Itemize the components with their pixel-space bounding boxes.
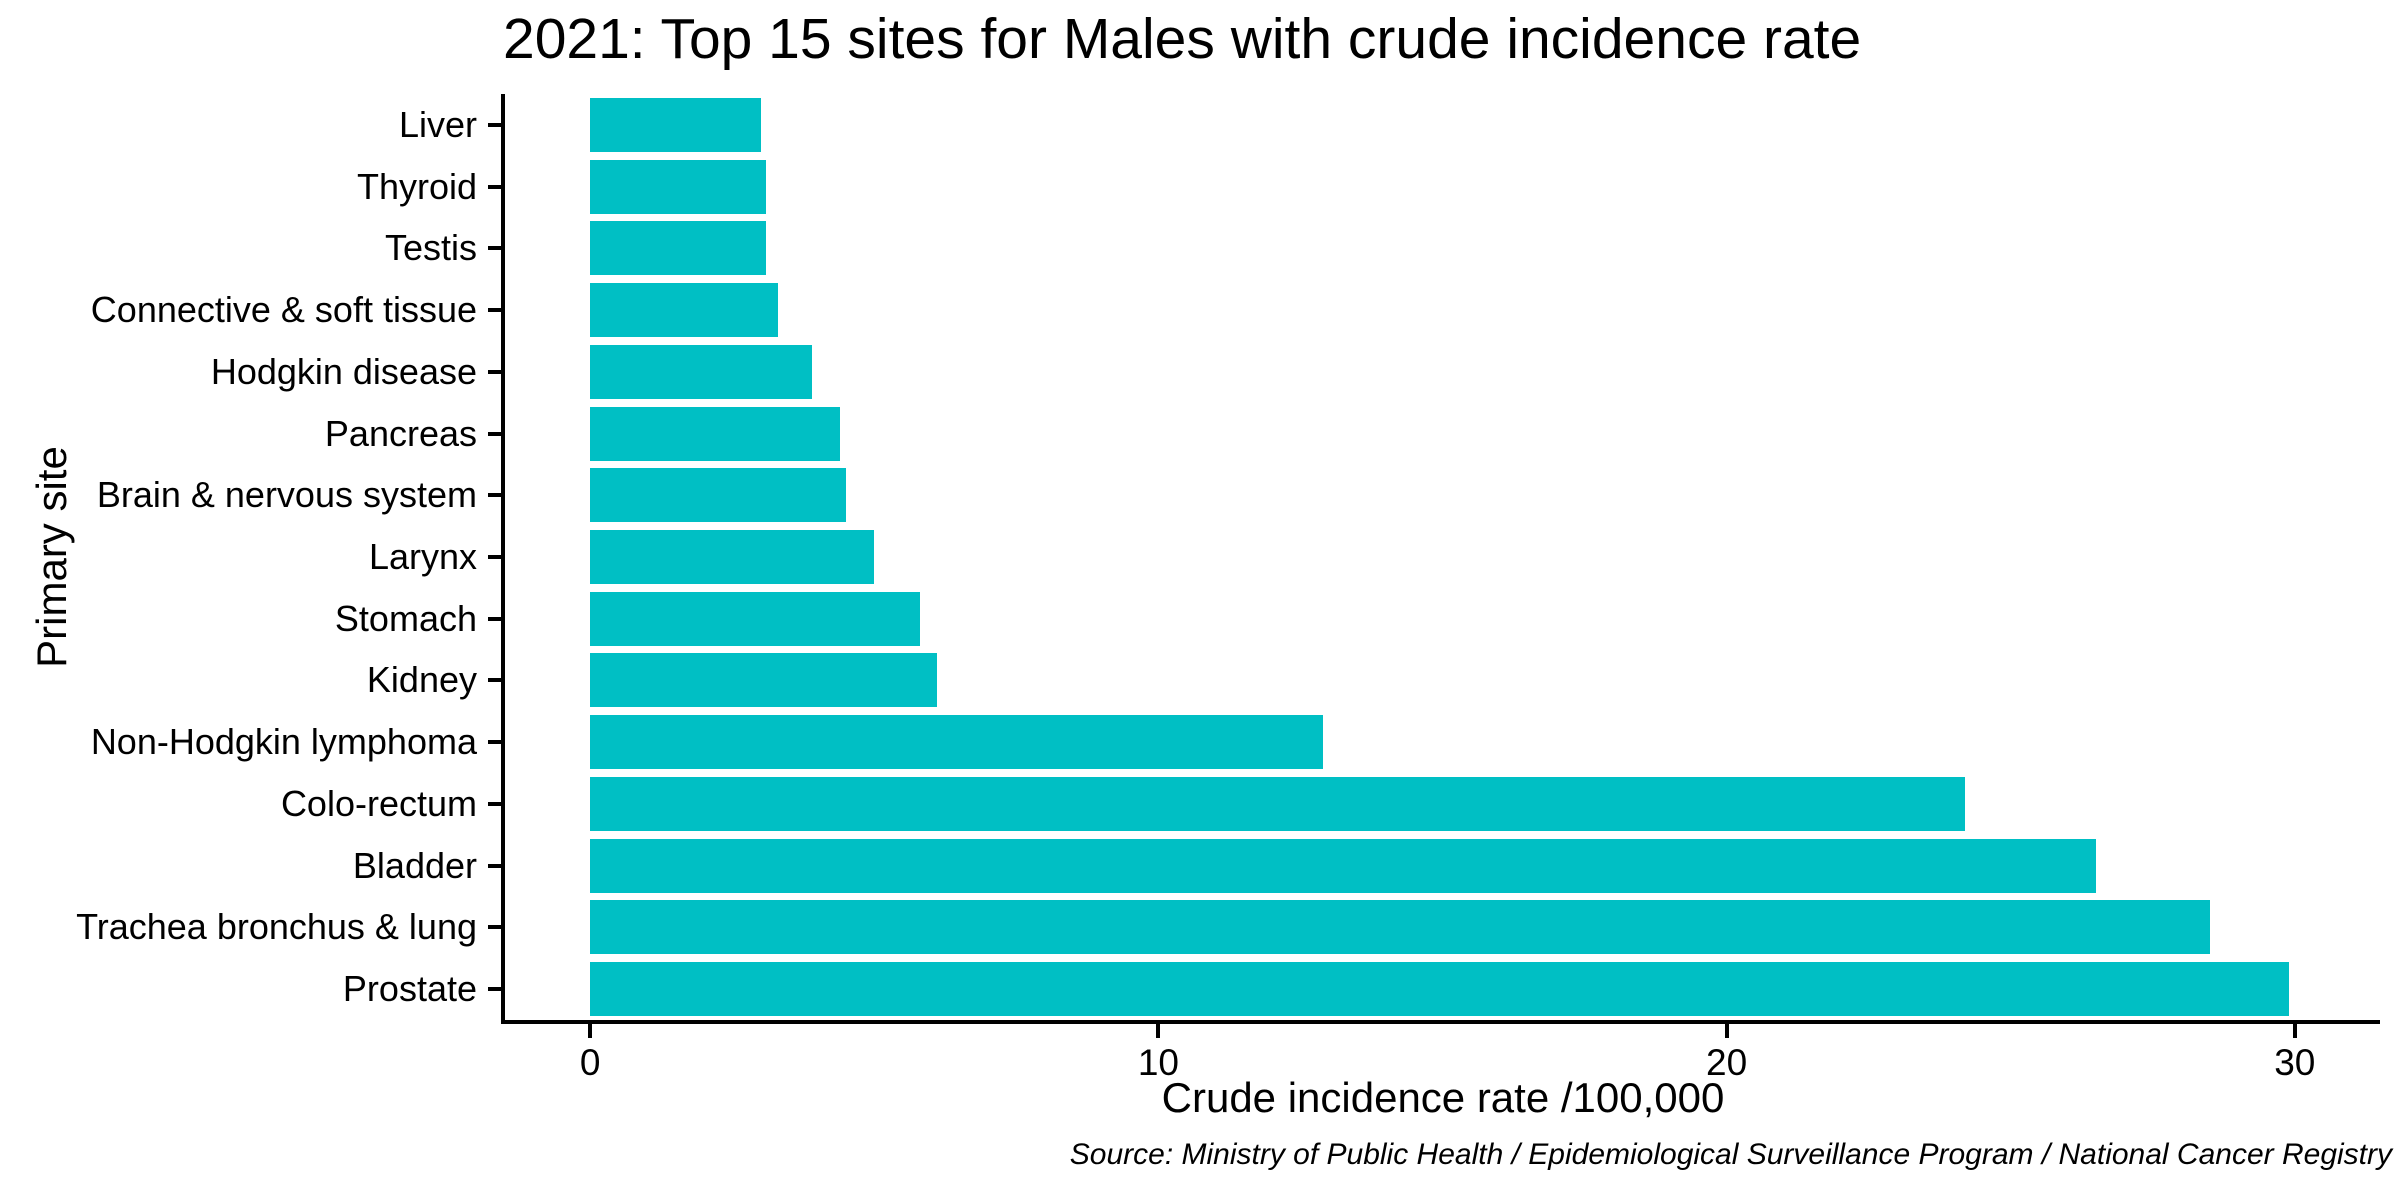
y-axis-tick [488, 555, 501, 559]
source-note: Source: Ministry of Public Health / Epid… [1069, 1138, 2392, 1171]
y-axis-tick [488, 184, 501, 189]
bar [590, 653, 937, 708]
y-axis-category-label: Stomach [334, 597, 477, 639]
x-axis-tick-label: 30 [2274, 1042, 2316, 1083]
x-axis-tick [1156, 1024, 1161, 1038]
chart-title: 2021: Top 15 sites for Males with crude … [503, 7, 1862, 71]
bar [590, 97, 761, 152]
y-axis-category-label: Connective & soft tissue [90, 289, 477, 331]
x-axis-tick-label: 20 [1706, 1042, 1748, 1083]
bar [590, 159, 767, 214]
y-axis-tick [488, 122, 501, 127]
bar [590, 530, 875, 584]
x-axis-tick-label: 10 [1137, 1042, 1179, 1083]
y-axis-tick [488, 308, 501, 313]
y-axis-tick [488, 616, 501, 621]
bar [590, 962, 2290, 1017]
y-axis-category-label: Larynx [368, 536, 477, 577]
y-axis-tick [488, 925, 501, 930]
bar [590, 591, 920, 646]
y-axis-tick [488, 678, 501, 683]
y-axis-tick [488, 493, 501, 498]
x-axis-tick [2292, 1024, 2297, 1038]
y-axis-tick [488, 740, 501, 745]
bar [590, 221, 767, 276]
plot-panel [501, 94, 2380, 1024]
bar [590, 406, 841, 461]
y-axis-category-label: Brain & nervous system [96, 474, 477, 516]
y-axis-tick [488, 987, 501, 992]
x-axis-tick [1724, 1024, 1729, 1038]
y-axis-category-label: Colo-rectum [280, 782, 477, 824]
bar [590, 776, 1966, 831]
bar [590, 838, 2096, 893]
bar [590, 900, 2210, 955]
bar [590, 283, 778, 338]
x-axis-title: Crude incidence rate /100,000 [1161, 1074, 1725, 1121]
y-axis-category-label: Bladder [352, 844, 477, 886]
y-axis-category-label: Non-Hodgkin lymphoma [90, 721, 477, 763]
y-axis-tick [488, 801, 501, 806]
y-axis-tick [488, 431, 501, 436]
bar [590, 715, 1324, 770]
bar [590, 344, 812, 399]
y-axis-category-label: Prostate [342, 968, 477, 1010]
y-axis-category-label: Liver [398, 103, 477, 145]
x-axis-tick-label: 0 [579, 1042, 601, 1083]
y-axis-tick [488, 246, 501, 251]
y-axis-category-label: Pancreas [324, 412, 477, 454]
y-axis-category-label: Testis [384, 227, 477, 269]
y-axis-category-label: Kidney [366, 659, 477, 701]
y-axis-category-label: Hodgkin disease [210, 350, 477, 392]
y-axis-category-label: Thyroid [356, 165, 477, 207]
bar [590, 468, 846, 523]
x-axis-tick [588, 1024, 593, 1038]
y-axis-category-label: Trachea bronchus & lung [76, 906, 477, 948]
y-axis-tick [488, 863, 501, 868]
y-axis-tick [488, 369, 501, 374]
